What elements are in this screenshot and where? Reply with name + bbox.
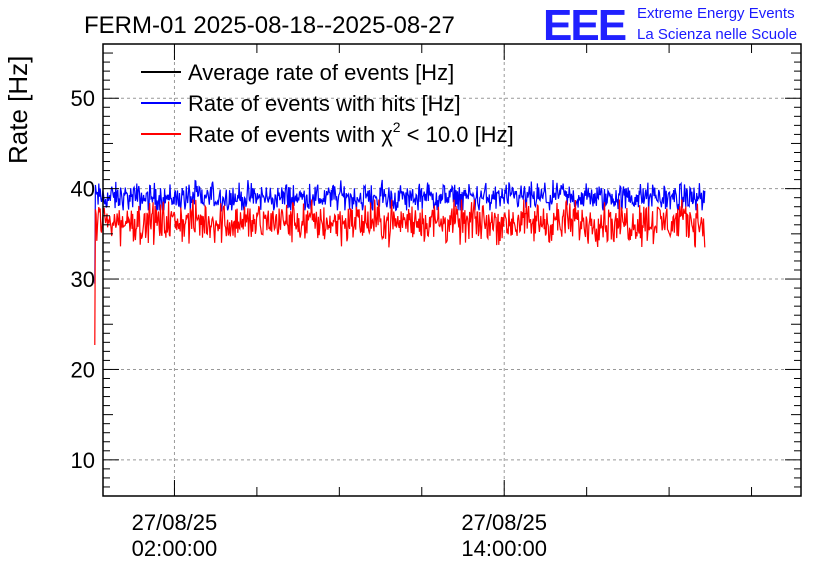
series-layer (94, 179, 706, 346)
series-line-1 (94, 179, 706, 284)
y-axis-label: Rate [Hz] (3, 56, 33, 164)
y-tick-label: 30 (71, 267, 95, 292)
legend: Average rate of events [Hz] Rate of even… (141, 60, 514, 147)
y-tick-label: 50 (71, 86, 95, 111)
y-tick-label: 20 (71, 357, 95, 382)
x-tick-label-time: 14:00:00 (461, 536, 547, 561)
x-tick-label-time: 02:00:00 (132, 536, 218, 561)
y-tick-label: 40 (71, 177, 95, 202)
y-tick-label: 10 (71, 448, 95, 473)
eee-logo-line1: Extreme Energy Events (637, 5, 795, 22)
y-tick-labels: 10 20 30 40 50 (71, 86, 95, 473)
series-line-2 (94, 199, 706, 346)
chart-title: FERM-01 2025-08-18--2025-08-27 (84, 12, 455, 39)
eee-logo: EEE Extreme Energy Events La Scienza nel… (543, 1, 797, 50)
legend-label-hits: Rate of events with hits [Hz] (188, 91, 461, 116)
eee-logo-letters: EEE (543, 1, 626, 50)
eee-logo-line2: La Scienza nelle Scuole (637, 26, 797, 43)
x-tick-label-date: 27/08/25 (132, 510, 218, 535)
legend-label-average: Average rate of events [Hz] (188, 60, 454, 85)
axes (102, 43, 802, 497)
x-tick-label-date: 27/08/25 (461, 510, 547, 535)
legend-label-chi2: Rate of events with χ2 < 10.0 [Hz] (188, 119, 514, 147)
